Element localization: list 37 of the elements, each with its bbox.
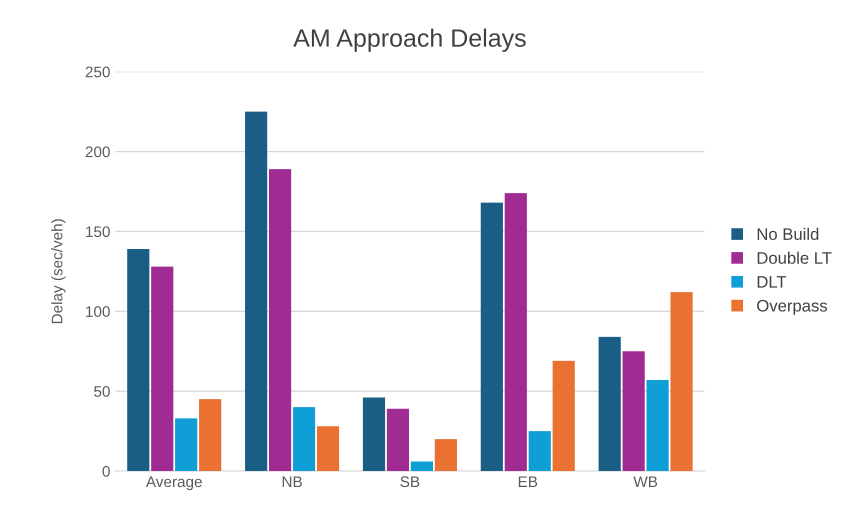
- bar: [552, 360, 575, 472]
- y-tick-label: 250: [86, 66, 110, 78]
- bar: [268, 169, 292, 472]
- bar: [127, 248, 150, 472]
- y-tick-label: 100: [86, 306, 110, 317]
- legend-label: No Build: [758, 228, 818, 240]
- legend-label: Double LT: [758, 252, 832, 264]
- bar: [528, 431, 551, 472]
- legend-label: Overpass: [757, 300, 828, 315]
- bar: [386, 408, 410, 472]
- bar: [245, 112, 268, 472]
- bar: [504, 193, 527, 472]
- bar: [434, 439, 457, 472]
- bar: [480, 202, 503, 472]
- bar: [646, 380, 669, 472]
- bar: [598, 336, 621, 472]
- bar: [175, 418, 198, 472]
- bar: [362, 398, 386, 472]
- x-tick-label: Average: [146, 476, 202, 490]
- x-tick-label: WB: [633, 476, 658, 487]
- y-tick-label: 150: [86, 226, 110, 238]
- bar: [316, 426, 340, 472]
- legend-label: DLT: [758, 276, 786, 288]
- y-tick-label: 0: [102, 466, 110, 477]
- chart-title: AM Approach Delays: [293, 28, 526, 52]
- bar: [622, 351, 645, 472]
- y-axis-title: Delay (sec/veh): [51, 219, 66, 324]
- y-tick-label: 200: [86, 146, 110, 158]
- bar: [410, 461, 433, 472]
- y-tick-label: 50: [94, 386, 110, 397]
- bar: [199, 399, 222, 472]
- x-tick-label: EB: [518, 476, 538, 487]
- bar: [151, 266, 174, 472]
- x-tick-label: NB: [282, 476, 302, 487]
- x-tick-label: SB: [400, 476, 420, 488]
- bar: [292, 407, 316, 472]
- bar: [670, 292, 693, 472]
